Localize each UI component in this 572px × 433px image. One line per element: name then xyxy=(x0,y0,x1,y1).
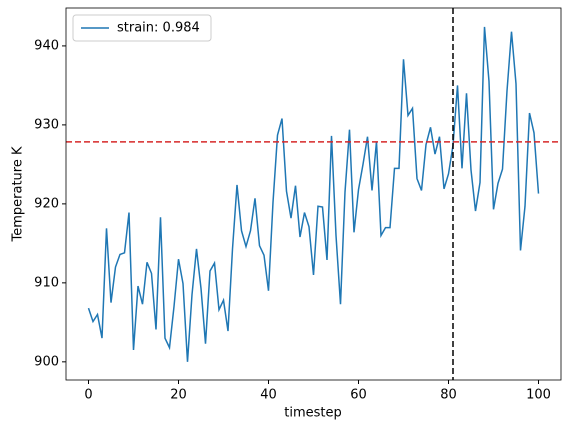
y-tick-label: 920 xyxy=(34,196,59,211)
legend-label: strain: 0.984 xyxy=(117,21,200,36)
y-tick-label: 900 xyxy=(34,354,59,369)
x-tick-label: 80 xyxy=(440,388,457,403)
x-tick-label: 60 xyxy=(350,388,367,403)
x-axis-label: timestep xyxy=(284,406,342,421)
x-tick-label: 20 xyxy=(170,388,187,403)
y-axis-label: Temperature K xyxy=(11,146,26,242)
x-tick-label: 100 xyxy=(526,388,551,403)
y-tick-label: 910 xyxy=(34,275,59,290)
plot-frame xyxy=(65,7,562,381)
legend-box xyxy=(72,14,212,42)
x-tick-label: 40 xyxy=(260,388,277,403)
y-tick-label: 930 xyxy=(34,117,59,132)
data-line xyxy=(87,26,540,362)
y-tick-label: 940 xyxy=(34,38,59,53)
x-tick-label: 0 xyxy=(84,388,92,403)
